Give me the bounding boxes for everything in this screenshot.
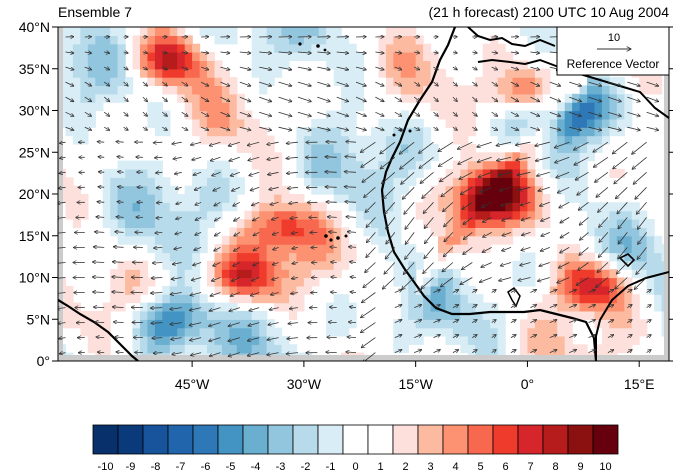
colorbar-swatch <box>192 424 219 455</box>
colorbar-swatch <box>242 424 269 455</box>
lat-label: 30°N <box>19 103 50 119</box>
lon-label: 30°W <box>287 376 322 392</box>
colorbar-swatch <box>117 424 144 455</box>
colorbar-swatch <box>542 424 569 455</box>
lon-label: 45°W <box>175 376 210 392</box>
lon-label: 0° <box>521 376 534 392</box>
colorbar: -10 -9 -8 -7 -6 -5 -4 -3 -2 -1 0 1 2 3 4 5 6 7 8 9 10 <box>92 424 619 471</box>
lat-label: 15°N <box>19 228 50 244</box>
colorbar-label: -5 <box>226 461 236 471</box>
lon-label: 15°W <box>398 376 433 392</box>
colorbar-swatch <box>392 424 419 455</box>
lat-label: 20°N <box>19 186 50 202</box>
reference-vector-label: Reference Vector <box>567 57 660 71</box>
colorbar-label: 1 <box>377 461 383 471</box>
colorbar-label: -9 <box>126 461 136 471</box>
colorbar-label: -1 <box>326 461 336 471</box>
colorbar-label: 4 <box>452 461 458 471</box>
colorbar-label: -6 <box>201 461 211 471</box>
map-plot-area <box>58 27 669 361</box>
colorbar-label: -2 <box>301 461 311 471</box>
lat-label: 40°N <box>19 19 50 35</box>
colorbar-label: 2 <box>402 461 408 471</box>
colorbar-label: -8 <box>151 461 161 471</box>
colorbar-label: 10 <box>599 461 611 471</box>
lat-label: 5°N <box>27 311 51 327</box>
colorbar-swatch <box>342 424 369 455</box>
wind-vector-layer <box>58 37 659 361</box>
colorbar-swatch <box>92 424 119 455</box>
colorbar-swatch <box>267 424 294 455</box>
colorbar-label: 8 <box>552 461 558 471</box>
colorbar-label: 7 <box>527 461 533 471</box>
colorbar-label: -4 <box>251 461 261 471</box>
colorbar-swatch <box>167 424 194 455</box>
ensemble-title: Ensemble 7 <box>58 4 132 20</box>
colorbar-label: -10 <box>98 461 114 471</box>
reference-vector-legend: 10 Reference Vector <box>556 26 670 76</box>
colorbar-label: 3 <box>427 461 433 471</box>
lat-label: 10°N <box>19 270 50 286</box>
colorbar-swatch <box>142 424 169 455</box>
colorbar-swatch <box>292 424 319 455</box>
colorbar-swatch <box>317 424 344 455</box>
colorbar-swatch <box>417 424 444 455</box>
colorbar-label: -7 <box>176 461 186 471</box>
colorbar-swatch <box>367 424 394 455</box>
lat-label: 0° <box>37 353 50 369</box>
map-axes: 40°N 35°N 30°N 25°N 20°N 15°N 10°N 5°N 0° 45°W 30°… <box>19 19 673 392</box>
colorbar-swatch <box>517 424 544 455</box>
lat-label: 25°N <box>19 144 50 160</box>
shaded-field-layer <box>58 27 669 361</box>
colorbar-label: 0 <box>352 461 358 471</box>
forecast-time-title: (21 h forecast) 2100 UTC 10 Aug 2004 <box>429 4 670 20</box>
lon-label: 15°E <box>624 376 655 392</box>
colorbar-swatch <box>492 424 519 455</box>
colorbar-swatch <box>467 424 494 455</box>
colorbar-swatch <box>567 424 594 455</box>
colorbar-swatch <box>592 424 619 455</box>
colorbar-label: 6 <box>502 461 508 471</box>
reference-vector-value: 10 <box>608 32 620 44</box>
colorbar-label: -3 <box>276 461 286 471</box>
colorbar-swatch <box>217 424 244 455</box>
colorbar-swatch <box>442 424 469 455</box>
colorbar-label: 5 <box>477 461 483 471</box>
lat-label: 35°N <box>19 61 50 77</box>
colorbar-label: 9 <box>577 461 583 471</box>
